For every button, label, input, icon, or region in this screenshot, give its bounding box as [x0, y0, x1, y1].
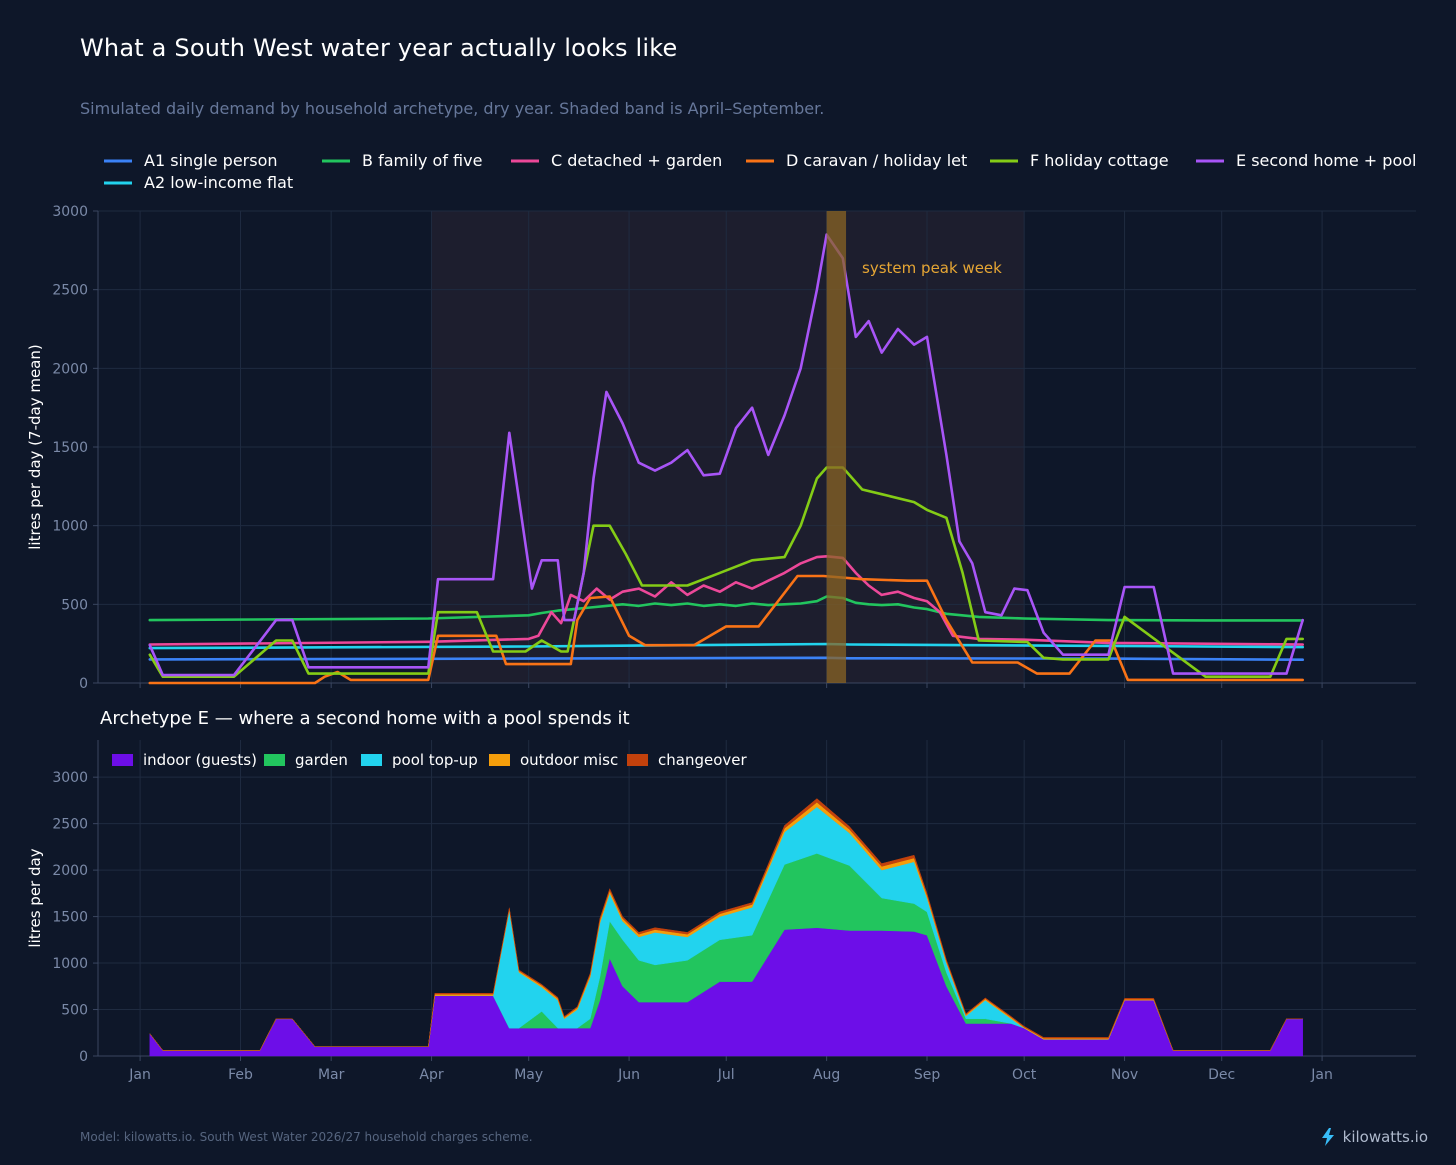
- x-tick-label: Sep: [914, 1067, 941, 1083]
- y-tick-label: 3000: [52, 770, 88, 786]
- legend-item: A2 low-income flat: [104, 173, 293, 192]
- area-chart-title: Archetype E — where a second home with a…: [100, 708, 630, 729]
- legend-swatch: [627, 754, 648, 766]
- x-tick-label: Oct: [1012, 1067, 1037, 1083]
- legend-item: indoor (guests): [112, 751, 257, 769]
- legend-label: outdoor misc: [520, 751, 618, 769]
- chart-title: What a South West water year actually lo…: [80, 34, 678, 62]
- legend-item: C detached + garden: [511, 151, 722, 170]
- legend-label: B family of five: [362, 151, 482, 170]
- series-line-4: [148, 574, 1304, 685]
- x-tick-label: Jun: [617, 1067, 640, 1083]
- line-chart: 0 500 1000 1500 2000 2500 3000 litres per day (…: [26, 151, 1416, 692]
- y-tick-label: 1500: [52, 910, 88, 926]
- legend-swatch: [489, 754, 510, 766]
- legend-label: D caravan / holiday let: [786, 151, 967, 170]
- lightning-bolt-icon: [1321, 1128, 1334, 1146]
- y-tick-label: 0: [79, 1049, 88, 1065]
- legend-label: A2 low-income flat: [144, 173, 293, 192]
- x-tick-label: Mar: [318, 1067, 345, 1083]
- legend-label: indoor (guests): [143, 751, 257, 769]
- legend-swatch: [264, 754, 285, 766]
- legend-item: D caravan / holiday let: [746, 151, 967, 170]
- footer-note: Model: kilowatts.io. South West Water 20…: [80, 1130, 533, 1144]
- y-tick-label: 0: [79, 676, 88, 692]
- peak-week-band: [826, 211, 847, 683]
- y-tick-label: 2500: [52, 817, 88, 833]
- legend-label: A1 single person: [144, 151, 278, 170]
- x-tick-label: Apr: [419, 1067, 443, 1083]
- peak-week-label: system peak week: [862, 259, 1002, 277]
- legend-item: E second home + pool: [1196, 151, 1416, 170]
- legend-swatch: [112, 754, 133, 766]
- y-tick-label: 1500: [52, 440, 88, 456]
- legend-label: C detached + garden: [551, 151, 722, 170]
- y-tick-label: 2500: [52, 283, 88, 299]
- x-tick-label: Aug: [813, 1067, 840, 1083]
- legend-item: pool top-up: [361, 751, 478, 769]
- legend-item: garden: [264, 751, 348, 769]
- x-tick-label: Nov: [1111, 1067, 1138, 1083]
- series-line-6: [148, 233, 1304, 677]
- legend-item: F holiday cottage: [990, 151, 1169, 170]
- x-tick-label: Dec: [1208, 1067, 1235, 1083]
- brand-name: kilowatts.io: [1342, 1128, 1428, 1146]
- legend-item: outdoor misc: [489, 751, 618, 769]
- y-tick-label: 3000: [52, 204, 88, 220]
- brand[interactable]: kilowatts.io: [1321, 1128, 1428, 1146]
- series-line-5: [148, 466, 1304, 679]
- series-line-3: [148, 554, 1304, 646]
- y-tick-label: 2000: [52, 863, 88, 879]
- legend-item: changeover: [627, 751, 747, 769]
- area-series-4: [149, 798, 1303, 1051]
- y-tick-label: 1000: [52, 519, 88, 535]
- legend-item: A1 single person: [104, 151, 278, 170]
- y-tick-label: 1000: [52, 956, 88, 972]
- legend-label: garden: [295, 751, 348, 769]
- y-tick-label: 500: [61, 597, 88, 613]
- legend-label: F holiday cottage: [1030, 151, 1169, 170]
- x-tick-label: Jul: [717, 1067, 735, 1083]
- x-tick-label: May: [514, 1067, 543, 1083]
- legend-label: changeover: [658, 751, 747, 769]
- y-axis-label: litres per day: [26, 848, 44, 947]
- legend-label: E second home + pool: [1236, 151, 1416, 170]
- legend-label: pool top-up: [392, 751, 478, 769]
- x-tick-label: Feb: [228, 1067, 253, 1083]
- y-tick-label: 2000: [52, 361, 88, 377]
- area-chart: 0 500 1000 1500 2000 2500 3000 Jan Feb Mar Apr May J…: [26, 708, 1416, 1083]
- legend-item: B family of five: [322, 151, 482, 170]
- legend-swatch: [361, 754, 382, 766]
- x-tick-label: Jan: [128, 1067, 151, 1083]
- y-tick-label: 500: [61, 1003, 88, 1019]
- chart-subtitle: Simulated daily demand by household arch…: [80, 99, 825, 118]
- x-tick-label: Jan: [1310, 1067, 1333, 1083]
- y-axis-label: litres per day (7-day mean): [26, 344, 44, 549]
